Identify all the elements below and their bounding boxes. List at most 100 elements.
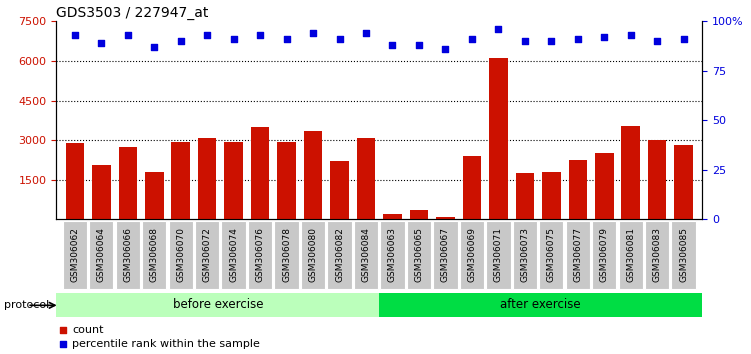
Point — [69, 32, 81, 38]
FancyBboxPatch shape — [274, 221, 299, 289]
Bar — [277, 142, 296, 219]
Bar — [489, 58, 508, 219]
Point — [254, 32, 266, 38]
Bar — [595, 153, 614, 219]
Point — [281, 36, 293, 42]
Point — [57, 341, 69, 347]
Text: GSM306082: GSM306082 — [335, 227, 344, 282]
Text: after exercise: after exercise — [500, 298, 581, 311]
Bar — [330, 161, 348, 219]
Point — [95, 40, 107, 46]
Text: GSM306084: GSM306084 — [361, 227, 370, 282]
Text: GSM306070: GSM306070 — [176, 227, 185, 282]
FancyBboxPatch shape — [56, 293, 379, 317]
Bar — [119, 147, 137, 219]
Text: GSM306064: GSM306064 — [97, 227, 106, 282]
Bar — [674, 145, 693, 219]
Text: count: count — [72, 325, 104, 335]
Point — [333, 36, 345, 42]
Text: GDS3503 / 227947_at: GDS3503 / 227947_at — [56, 6, 209, 20]
FancyBboxPatch shape — [460, 221, 484, 289]
Text: GSM306073: GSM306073 — [520, 227, 529, 282]
Text: percentile rank within the sample: percentile rank within the sample — [72, 339, 261, 349]
Point — [439, 46, 451, 52]
Bar — [225, 142, 243, 219]
FancyBboxPatch shape — [513, 221, 537, 289]
FancyBboxPatch shape — [566, 221, 590, 289]
FancyBboxPatch shape — [407, 221, 431, 289]
Text: GSM306072: GSM306072 — [203, 227, 212, 282]
FancyBboxPatch shape — [327, 221, 351, 289]
Text: GSM306079: GSM306079 — [600, 227, 609, 282]
Point — [493, 26, 505, 32]
Text: GSM306068: GSM306068 — [149, 227, 158, 282]
FancyBboxPatch shape — [671, 221, 696, 289]
Bar — [622, 126, 640, 219]
Text: GSM306083: GSM306083 — [653, 227, 662, 282]
FancyBboxPatch shape — [89, 221, 113, 289]
Text: GSM306069: GSM306069 — [467, 227, 476, 282]
Text: GSM306080: GSM306080 — [309, 227, 318, 282]
Point — [360, 30, 372, 36]
Text: GSM306078: GSM306078 — [282, 227, 291, 282]
FancyBboxPatch shape — [486, 221, 511, 289]
FancyBboxPatch shape — [539, 221, 563, 289]
Bar — [65, 143, 84, 219]
Bar — [251, 127, 270, 219]
Text: GSM306062: GSM306062 — [71, 227, 80, 282]
FancyBboxPatch shape — [592, 221, 617, 289]
Bar — [542, 172, 560, 219]
Text: GSM306063: GSM306063 — [388, 227, 397, 282]
Text: protocol: protocol — [4, 300, 49, 310]
FancyBboxPatch shape — [433, 221, 457, 289]
Point — [413, 42, 425, 48]
Bar — [145, 172, 164, 219]
Text: GSM306067: GSM306067 — [441, 227, 450, 282]
Bar — [410, 210, 428, 219]
Point — [175, 38, 187, 44]
Point — [599, 34, 611, 40]
Point — [545, 38, 557, 44]
Point — [122, 32, 134, 38]
FancyBboxPatch shape — [222, 221, 246, 289]
Point — [519, 38, 531, 44]
FancyBboxPatch shape — [248, 221, 273, 289]
FancyBboxPatch shape — [142, 221, 167, 289]
Point — [677, 36, 689, 42]
Bar — [648, 140, 666, 219]
Text: GSM306076: GSM306076 — [255, 227, 264, 282]
FancyBboxPatch shape — [116, 221, 140, 289]
Text: GSM306085: GSM306085 — [679, 227, 688, 282]
Point — [466, 36, 478, 42]
FancyBboxPatch shape — [168, 221, 193, 289]
Point — [228, 36, 240, 42]
Bar — [198, 138, 216, 219]
FancyBboxPatch shape — [645, 221, 669, 289]
Point — [307, 30, 319, 36]
Bar — [92, 165, 110, 219]
Bar — [436, 217, 454, 219]
Bar — [171, 142, 190, 219]
Text: GSM306077: GSM306077 — [573, 227, 582, 282]
Point — [57, 327, 69, 333]
Text: GSM306071: GSM306071 — [494, 227, 503, 282]
Bar — [357, 138, 376, 219]
Text: GSM306075: GSM306075 — [547, 227, 556, 282]
Text: GSM306081: GSM306081 — [626, 227, 635, 282]
FancyBboxPatch shape — [379, 293, 702, 317]
Point — [148, 44, 160, 50]
Bar — [463, 156, 481, 219]
Bar — [383, 214, 402, 219]
FancyBboxPatch shape — [380, 221, 405, 289]
FancyBboxPatch shape — [301, 221, 325, 289]
Text: GSM306074: GSM306074 — [229, 227, 238, 282]
Text: GSM306066: GSM306066 — [123, 227, 132, 282]
Bar — [304, 131, 322, 219]
Point — [201, 32, 213, 38]
FancyBboxPatch shape — [195, 221, 219, 289]
Bar — [569, 160, 587, 219]
Text: GSM306065: GSM306065 — [415, 227, 424, 282]
Point — [625, 32, 637, 38]
Bar — [516, 173, 534, 219]
FancyBboxPatch shape — [354, 221, 379, 289]
